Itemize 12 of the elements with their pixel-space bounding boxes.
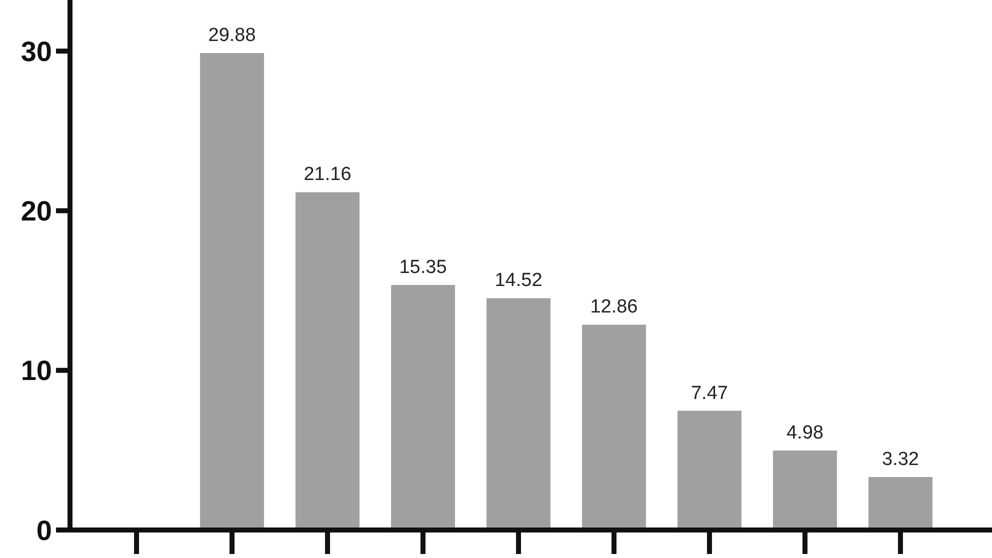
data-label: 12.86: [590, 296, 638, 318]
y-tick-label: 0: [36, 514, 52, 546]
y-tick-label: 30: [20, 36, 52, 67]
data-label: 29.88: [208, 25, 256, 46]
data-label: 3.32: [882, 449, 919, 470]
data-label: 15.35: [399, 256, 447, 278]
data-label: 21.16: [304, 164, 352, 186]
data-label: 14.52: [494, 270, 542, 292]
data-label: 4.98: [786, 422, 824, 444]
data-label: 7.47: [690, 382, 728, 404]
y-tick-label: 10: [20, 355, 52, 386]
y-tick-label: 20: [20, 196, 52, 227]
